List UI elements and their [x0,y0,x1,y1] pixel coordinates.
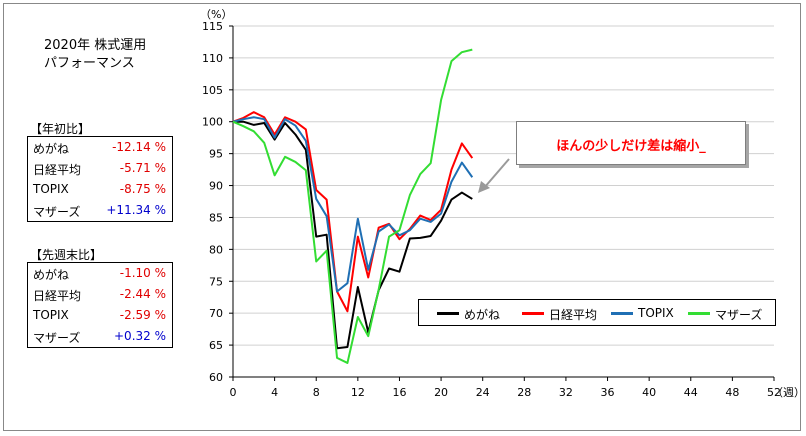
callout-arrow-line [483,158,510,189]
x-tick-label: 16 [392,386,406,399]
ytd-header: 【年初比】 [30,122,91,136]
table-row: マザーズ +11.34 % [28,200,172,221]
table-row: マザーズ +0.32 % [28,326,172,347]
y-tick-label: 90 [209,180,223,193]
wow-header: 【先週末比】 [30,248,103,262]
wow-name: 日経平均 [33,289,82,303]
y-tick-label: 115 [202,20,223,33]
wow-name: めがね [33,268,70,282]
wow-name: TOPIX [33,308,69,322]
ytd-value: -5.71 % [119,161,166,175]
y-tick-label: 75 [209,275,223,288]
legend-swatch [611,312,633,315]
callout-text: ほんの少しだけ差は縮小_ [556,139,706,154]
x-tick-label: 8 [313,386,320,399]
series-line [232,111,474,313]
legend: めがね 日経平均 TOPIX マザーズ [418,299,776,326]
ytd-value: -12.14 % [112,140,166,154]
series-line [232,48,473,364]
x-tick-label: 24 [476,386,490,399]
legend-swatch [437,312,459,315]
y-tick-label: 100 [202,116,223,129]
x-tick-label: 44 [684,386,698,399]
x-tick-label: 32 [559,386,573,399]
x-tick-label: 0 [230,386,237,399]
ytd-name: めがね [33,142,70,156]
chart-title: 2020年 株式運用 パフォーマンス [44,37,146,73]
y-tick-label: 105 [202,84,223,97]
ytd-name: マザーズ [33,205,81,219]
wow-value: +0.32 % [114,329,166,343]
x-tick-label: 36 [601,386,615,399]
y-tick-label: 60 [209,371,223,384]
table-row: めがね -1.10 % [28,263,172,284]
y-unit-label: （%） [200,8,232,21]
legend-swatch [688,312,710,315]
chart-title-line1: 2020年 株式運用 [44,38,147,53]
ytd-name: 日経平均 [33,163,82,177]
ytd-value: -8.75 % [119,182,166,196]
x-unit-label: （週） [772,386,805,399]
table-row: めがね -12.14 % [28,137,172,158]
table-row: 日経平均 -2.44 % [28,284,172,305]
legend-label: マザーズ [715,308,763,322]
chart-title-line2: パフォーマンス [44,56,135,71]
x-tick-label: 12 [351,386,365,399]
ytd-table: めがね -12.14 % 日経平均 -5.71 % TOPIX -8.75 % … [27,136,173,222]
wow-value: -1.10 % [119,266,166,280]
wow-table: めがね -1.10 % 日経平均 -2.44 % TOPIX -2.59 % マ… [27,262,173,348]
series-line [232,116,474,293]
x-tick-label: 28 [517,386,531,399]
wow-name: マザーズ [33,331,81,345]
wow-value: -2.44 % [119,287,166,301]
y-tick-label: 65 [209,339,223,352]
table-row: TOPIX -2.59 % [28,305,172,326]
wow-value: -2.59 % [119,308,166,322]
x-tick-label: 4 [271,386,278,399]
legend-swatch [522,312,544,315]
y-tick-label: 110 [202,52,223,65]
y-tick-label: 80 [209,243,223,256]
y-tick-label: 95 [209,148,223,161]
callout-box: ほんの少しだけ差は縮小_ [516,121,746,165]
y-tick-label: 70 [209,307,223,320]
table-row: 日経平均 -5.71 % [28,158,172,179]
y-tick-label: 85 [209,211,223,224]
ytd-name: TOPIX [33,182,69,196]
callout-arrow-head [478,181,490,193]
x-tick-label: 52 [767,386,781,399]
legend-label: TOPIX [638,306,674,320]
x-tick-label: 20 [434,386,448,399]
series-line [233,120,473,350]
x-tick-label: 48 [725,386,739,399]
x-tick-label: 40 [642,386,656,399]
table-row: TOPIX -8.75 % [28,179,172,200]
legend-label: めがね [464,308,501,322]
legend-label: 日経平均 [549,308,598,322]
ytd-value: +11.34 % [106,203,166,217]
